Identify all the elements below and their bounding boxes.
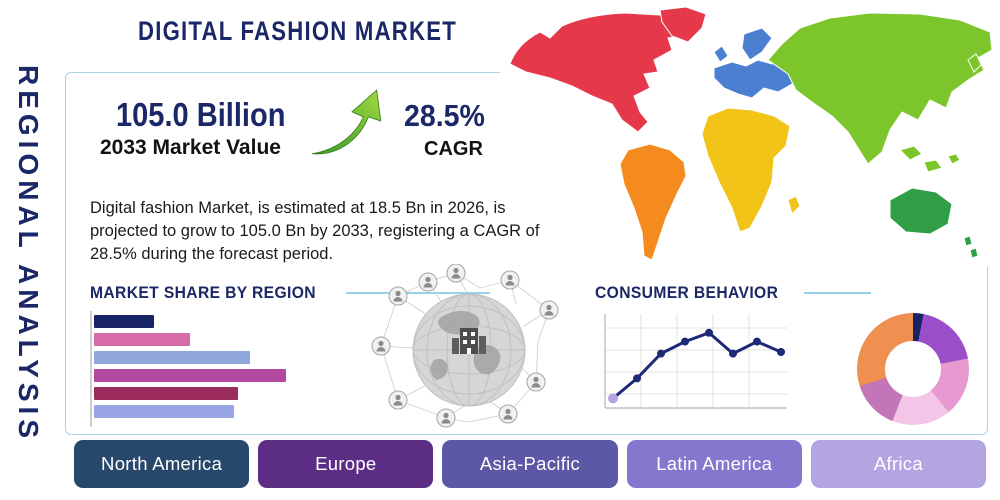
- cagr-label: CAGR: [424, 138, 483, 160]
- heading-rule: [804, 292, 871, 294]
- side-label: REGIONAL ANALYSIS: [13, 64, 44, 443]
- market-share-bar: [94, 369, 286, 382]
- heading-rule: [345, 292, 490, 294]
- market-share-bar: [94, 315, 154, 328]
- consumer-behavior-line-chart: [604, 314, 787, 409]
- line-marker: [729, 349, 737, 358]
- region-button-north-america[interactable]: North America: [74, 440, 250, 488]
- line-marker: [657, 349, 665, 358]
- line-marker: [753, 337, 761, 346]
- continent-asia: [767, 12, 993, 173]
- continent-north-america: [509, 12, 689, 133]
- region-donut-chart: [857, 313, 969, 425]
- market-description: Digital fashion Market, is estimated at …: [90, 198, 540, 264]
- network-nodes: [371, 264, 559, 428]
- continent-africa: [701, 107, 801, 233]
- continent-europe: [713, 27, 797, 99]
- region-button-asia-pacific[interactable]: Asia-Pacific: [442, 440, 618, 488]
- line-marker: [681, 337, 689, 346]
- line-series-path: [611, 331, 783, 400]
- market-share-bar-chart: [90, 311, 306, 427]
- continent-south-america: [619, 143, 687, 261]
- market-value: 105.0 Billion: [116, 96, 286, 133]
- region-button-latin-america[interactable]: Latin America: [626, 440, 802, 488]
- line-marker: [633, 374, 641, 383]
- line-marker: [777, 348, 785, 356]
- growth-arrow-icon: [312, 89, 382, 155]
- market-share-bar: [94, 405, 234, 418]
- line-series: [608, 328, 785, 404]
- building-icon: [452, 328, 486, 354]
- market-share-bar: [94, 333, 190, 346]
- world-map: [500, 4, 998, 267]
- market-share-heading-text: MARKET SHARE BY REGION: [90, 283, 316, 302]
- continent-australia: [889, 187, 979, 259]
- market-share-heading: MARKET SHARE BY REGION: [90, 283, 490, 303]
- consumer-behavior-heading-text: CONSUMER BEHAVIOR: [595, 283, 779, 302]
- market-share-bar: [94, 351, 250, 364]
- region-buttons: North America Europe Asia-Pacific Latin …: [74, 440, 987, 488]
- cagr-value: 28.5%: [404, 98, 485, 133]
- chart-axes: [604, 314, 787, 409]
- line-marker: [705, 328, 713, 337]
- line-marker: [608, 393, 618, 404]
- chart-grid: [605, 314, 787, 408]
- region-button-africa[interactable]: Africa: [810, 440, 987, 488]
- market-value-label: 2033 Market Value: [100, 136, 281, 159]
- market-share-bar: [94, 387, 238, 400]
- region-button-europe[interactable]: Europe: [258, 440, 434, 488]
- globe-network-illustration: [371, 264, 559, 428]
- page-title: DIGITAL FASHION MARKET: [138, 16, 457, 46]
- consumer-behavior-heading: CONSUMER BEHAVIOR: [595, 283, 871, 303]
- continent-greenland: [659, 6, 707, 43]
